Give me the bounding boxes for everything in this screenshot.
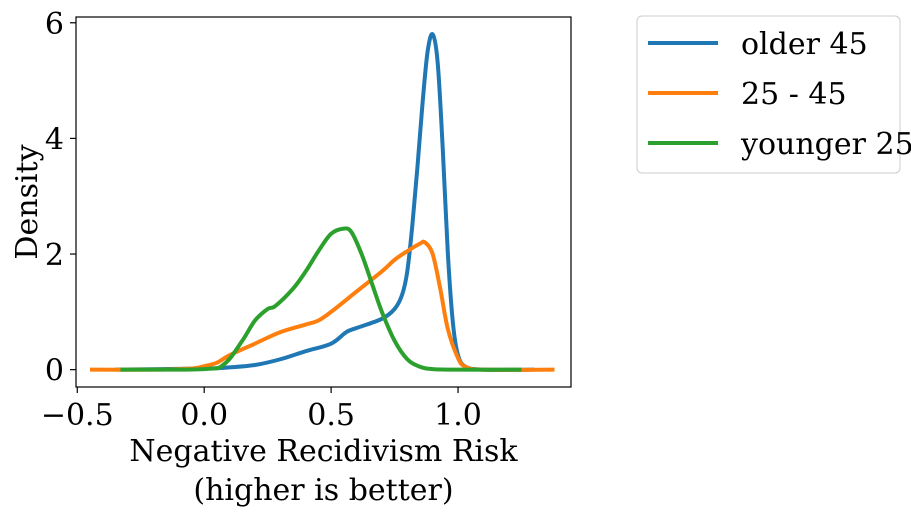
x-tick-label: −0.5	[41, 398, 114, 433]
y-tick-label: 4	[45, 122, 64, 157]
x-tick-label: 0.0	[180, 398, 228, 433]
x-axis-label-line-2: (higher is better)	[193, 473, 453, 508]
ticks-layer: −0.5 0.0 0.5 1.0 0 2 4 6	[41, 7, 482, 433]
plot-frame	[75, 16, 572, 388]
legend: older 45 25 - 45 younger 25	[636, 15, 911, 174]
y-tick-label: 0	[45, 354, 64, 389]
series-line-younger-25	[120, 226, 522, 372]
series-line-25-45	[89, 239, 555, 372]
x-tick-label: 0.5	[307, 398, 355, 433]
legend-box	[636, 15, 901, 174]
x-tick-label: 1.0	[434, 398, 482, 433]
lines-layer	[89, 32, 555, 372]
x-axis-label-line-1: Negative Recidivism Risk	[129, 434, 518, 469]
legend-label: older 45	[741, 27, 868, 62]
legend-label: 25 - 45	[741, 77, 847, 112]
y-tick-label: 2	[45, 238, 64, 273]
y-tick-label: 6	[45, 7, 64, 42]
series-line-older-45	[115, 32, 535, 372]
y-axis-label: Density	[10, 144, 45, 259]
legend-label: younger 25	[740, 127, 911, 162]
